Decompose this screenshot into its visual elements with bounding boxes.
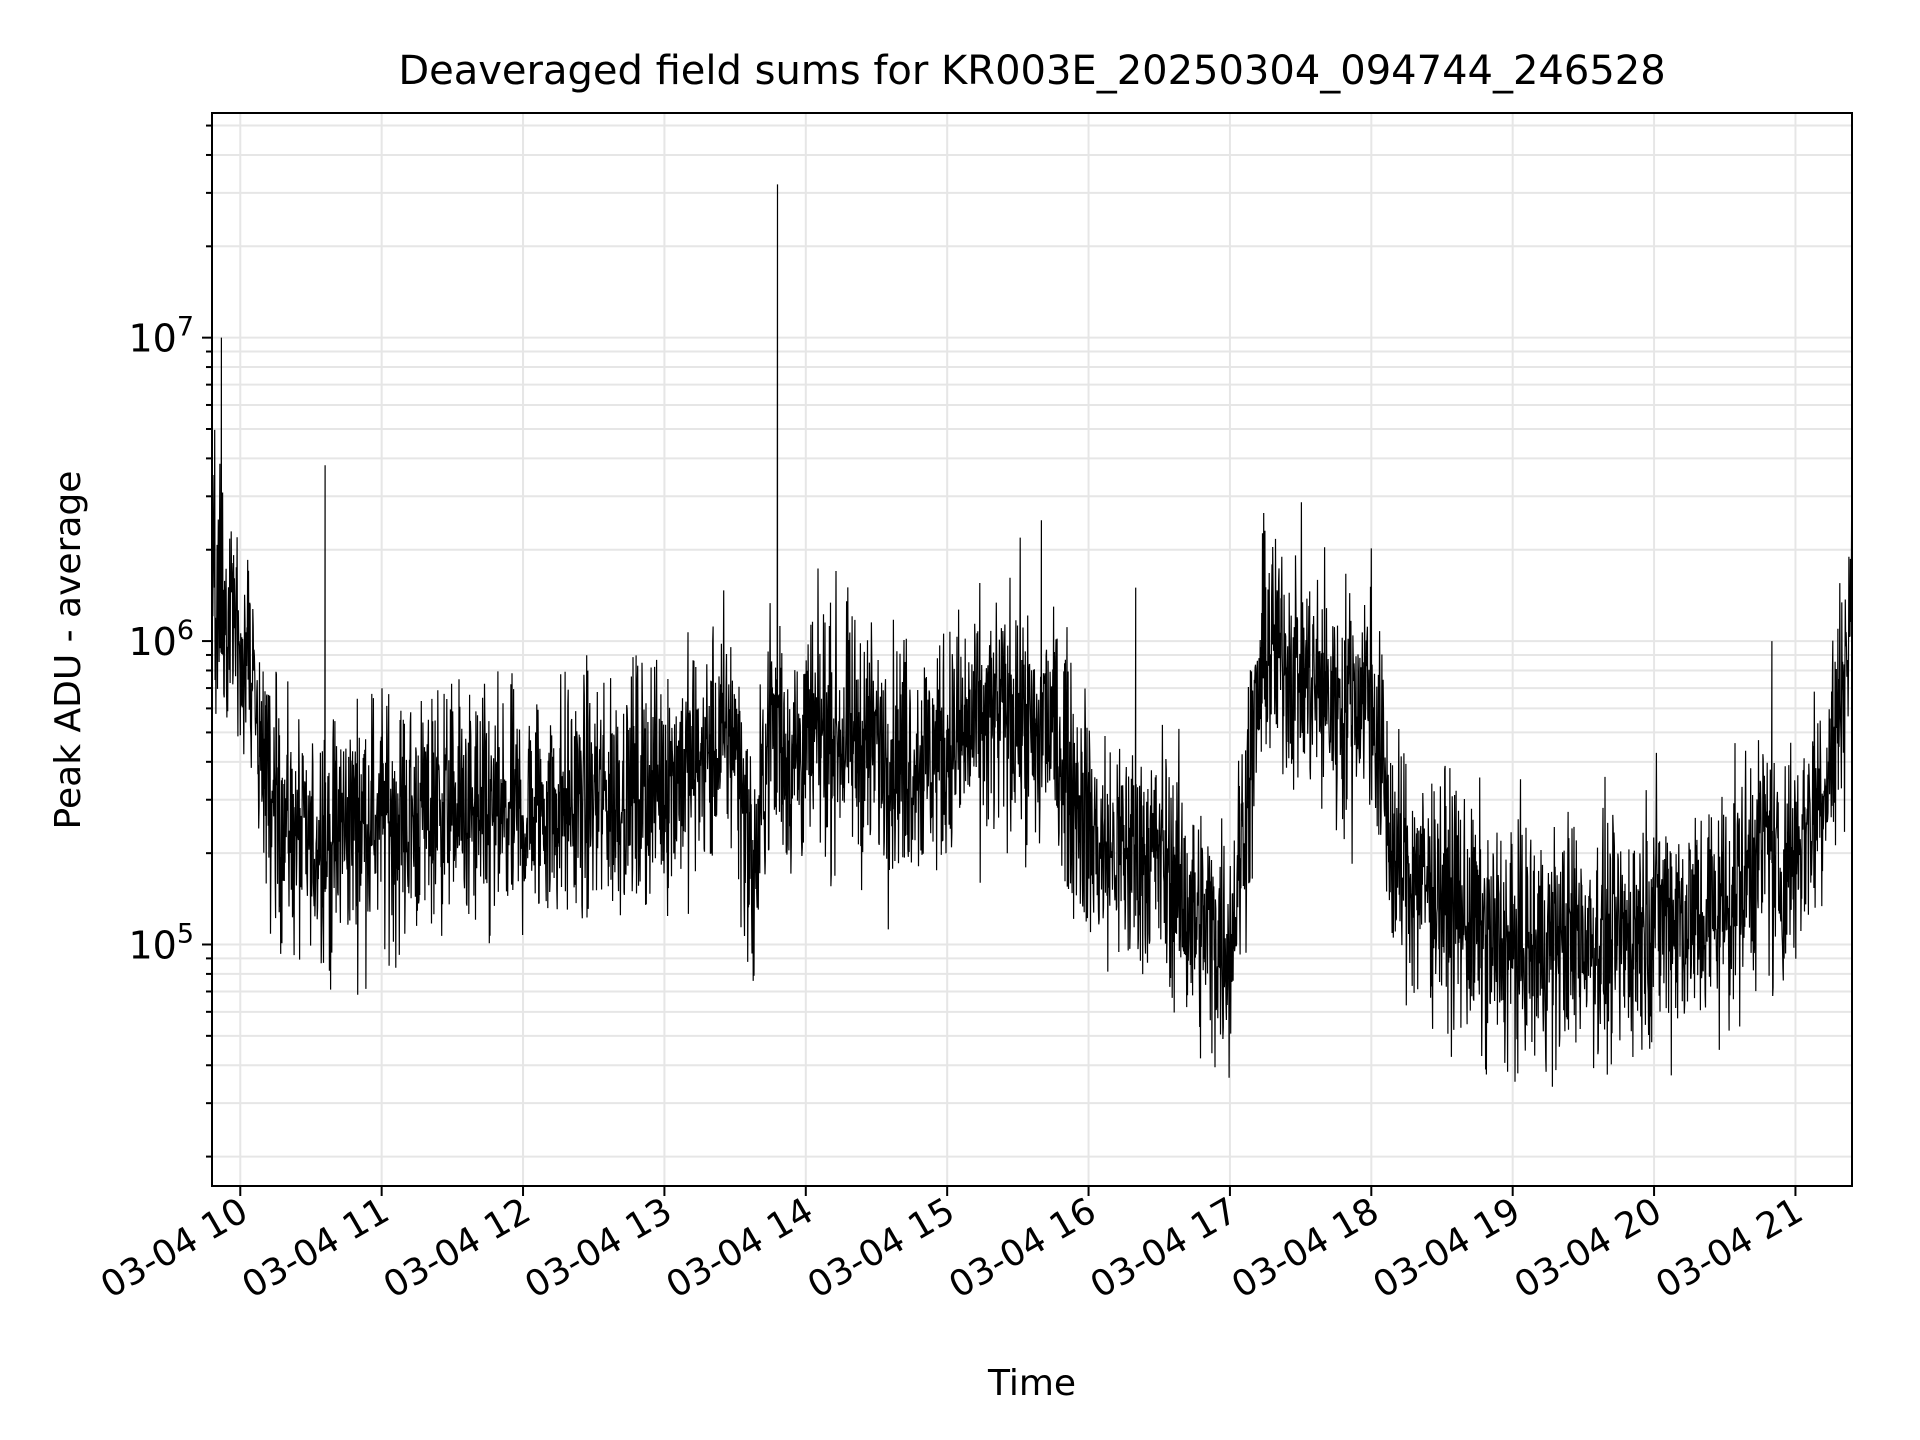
y-tick-label: 105 — [128, 919, 194, 968]
plot-frame — [211, 112, 1853, 1187]
series-line — [211, 184, 1853, 1087]
y-axis-label: Peak ADU - average — [48, 471, 89, 830]
plot-area — [211, 184, 1853, 1087]
y-tick-label: 106 — [128, 615, 194, 664]
chart-title: Deaveraged field sums for KR003E_2025030… — [398, 48, 1665, 94]
x-axis-label: Time — [987, 1363, 1076, 1404]
y-tick-label: 107 — [128, 312, 194, 361]
